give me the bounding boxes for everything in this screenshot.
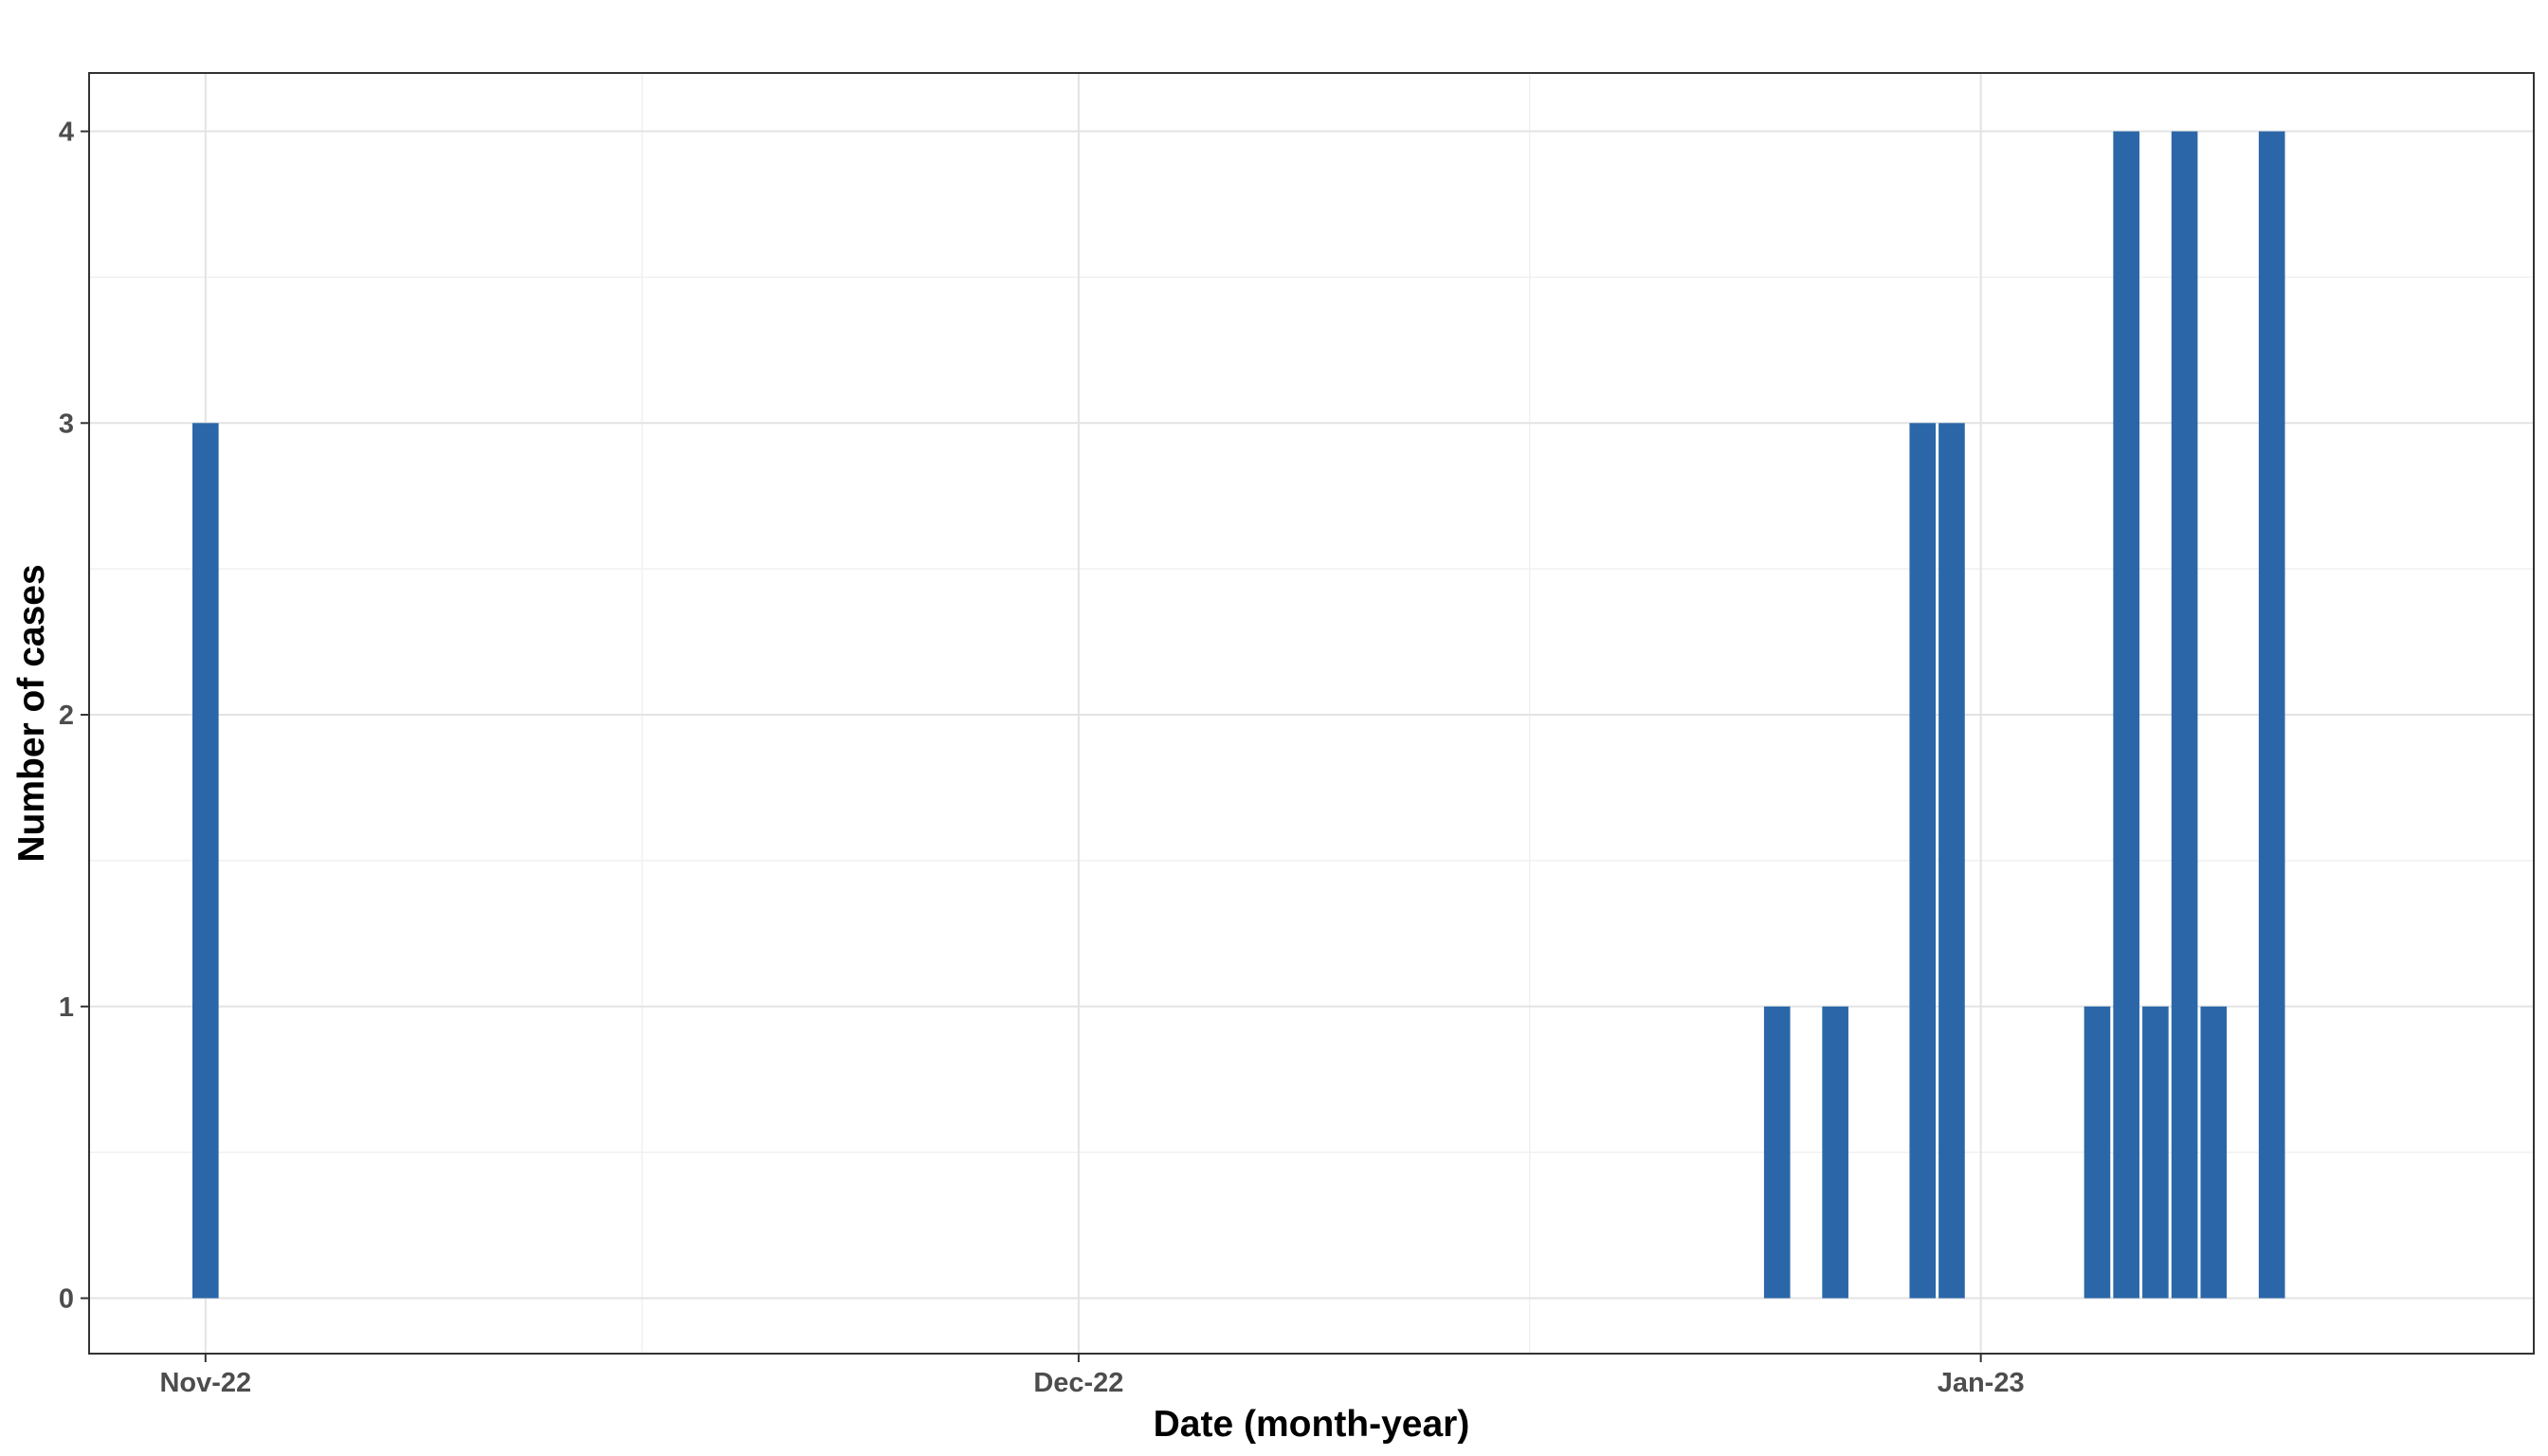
x-axis-title: Date (month-year)	[1154, 1404, 1470, 1445]
bar	[1938, 423, 1965, 1299]
bar	[2258, 131, 2285, 1299]
y-tick-label: 4	[59, 118, 74, 148]
x-tick-label: Dec-22	[1033, 1368, 1123, 1398]
y-axis-title: Number of cases	[11, 564, 52, 862]
x-tick-label: Nov-22	[159, 1368, 251, 1398]
bar	[2142, 1006, 2169, 1299]
y-tick-label: 0	[59, 1284, 74, 1315]
y-tick-label: 1	[59, 992, 74, 1023]
y-axis-ticks: 0 1 2 3 4	[59, 118, 89, 1315]
bar	[2113, 131, 2139, 1299]
bar	[191, 423, 219, 1299]
y-tick-label: 3	[59, 409, 74, 439]
x-tick-label: Jan-23	[1938, 1368, 2025, 1398]
plot-panel-border	[88, 72, 2535, 1355]
bar	[2200, 1006, 2228, 1299]
bar	[1909, 423, 1937, 1299]
bar	[1822, 1006, 1848, 1299]
bars	[191, 131, 2285, 1299]
y-tick-label: 2	[59, 701, 74, 731]
x-axis-ticks: Nov-22 Dec-22 Jan-23	[159, 1354, 2025, 1398]
bar	[2171, 131, 2198, 1299]
bar	[2084, 1006, 2111, 1299]
bar	[1763, 1006, 1791, 1299]
